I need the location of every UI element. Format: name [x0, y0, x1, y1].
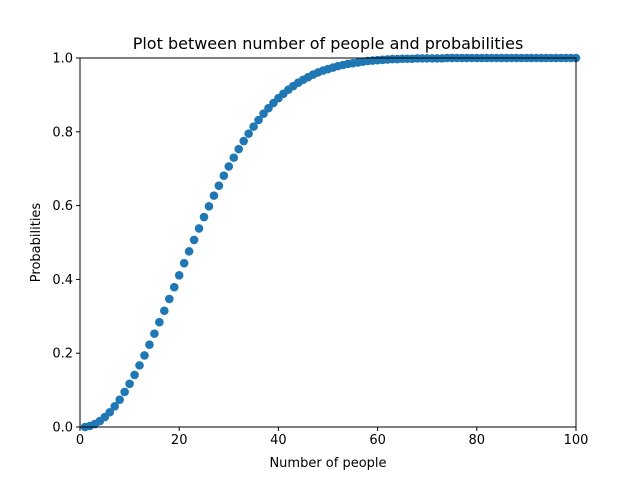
y-tick-label: 0.0: [52, 421, 73, 436]
data-point: [234, 144, 244, 154]
data-point: [249, 122, 258, 131]
data-point: [194, 224, 204, 233]
data-point: [115, 395, 124, 404]
data-point: [229, 153, 239, 162]
data-point: [239, 136, 248, 146]
x-tick-label: 0: [76, 433, 84, 448]
data-point: [169, 282, 179, 292]
data-point: [259, 109, 268, 119]
data-point: [219, 171, 229, 181]
data-point: [189, 235, 199, 245]
data-point: [244, 129, 253, 138]
data-point: [150, 329, 159, 338]
data-point: [130, 370, 139, 380]
chart-title: Plot between number of people and probab…: [133, 34, 524, 53]
data-point: [160, 306, 169, 316]
data-point: [105, 407, 115, 417]
y-tick-label: 0.2: [52, 347, 73, 362]
data-points: [80, 53, 581, 432]
x-tick-label: 60: [369, 433, 386, 448]
x-tick-label: 40: [270, 433, 287, 448]
data-point: [179, 258, 189, 268]
data-point: [155, 317, 164, 327]
plot-area-frame: [79, 57, 577, 428]
y-tick-label: 0.4: [52, 273, 73, 288]
data-point: [224, 162, 234, 171]
data-point: [125, 379, 134, 389]
y-tick-label: 0.8: [52, 125, 73, 140]
data-point: [199, 212, 209, 222]
data-point: [184, 247, 194, 256]
data-point: [164, 294, 174, 304]
y-tick-label: 0.6: [52, 199, 73, 214]
data-point: [135, 361, 144, 370]
x-axis-label: Number of people: [269, 456, 386, 471]
x-tick-label: 100: [564, 433, 589, 448]
y-tick-label: 1.0: [52, 52, 73, 67]
data-point: [120, 387, 129, 397]
data-point: [110, 402, 120, 411]
data-point: [145, 340, 154, 350]
data-point: [204, 202, 214, 211]
data-point: [254, 115, 263, 125]
x-tick-label: 20: [171, 433, 188, 448]
x-axis-ticks: 0 20 40 60 80 100: [76, 427, 589, 448]
data-point: [214, 181, 224, 190]
y-axis-label: Probabilities: [29, 203, 44, 283]
data-point: [209, 191, 219, 200]
data-point: [174, 271, 184, 280]
x-tick-label: 80: [469, 433, 486, 448]
data-point: [140, 351, 149, 360]
y-axis-ticks: 0.0 0.2 0.4 0.6 0.8 1.0: [52, 52, 80, 436]
